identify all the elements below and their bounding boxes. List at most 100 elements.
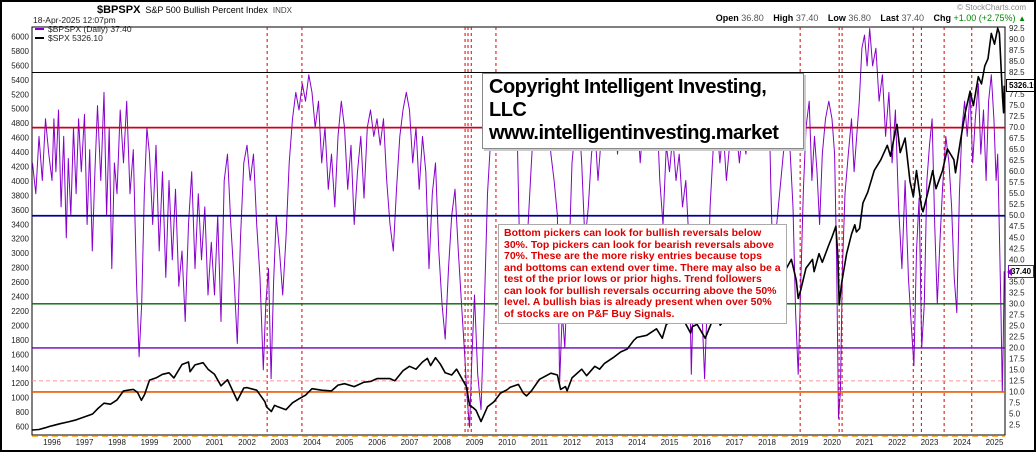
spx-line-swatch [35,36,44,39]
right-axis-tick: 22.5 [1009,332,1025,341]
x-axis-tick: 2016 [693,438,711,447]
low-value: 36.80 [848,13,871,23]
right-axis-tick: 82.5 [1009,68,1025,77]
copyright-line2: www.intelligentinvesting.market [489,122,779,144]
spx-last-value-box: 5326.10 [1006,79,1034,92]
right-axis-tick: 35.0 [1009,277,1025,286]
left-axis-tick: 1800 [11,336,29,345]
chg-value: +1.00 (+2.75%) [953,13,1016,23]
left-axis-tick: 4800 [11,119,29,128]
right-axis-tick: 10.0 [1009,387,1025,396]
left-axis-tick: 3000 [11,249,29,258]
left-axis-tick: 5600 [11,61,29,70]
legend: $BPSPX (Daily) 37.40 $SPX 5326.10 [35,23,132,43]
x-axis-tick: 2005 [336,438,354,447]
exchange-label: INDX [272,6,292,15]
left-axis-tick: 2600 [11,278,29,287]
right-axis-tick: 70.0 [1009,123,1025,132]
left-axis-tick: 2800 [11,264,29,273]
right-axis-tick: 25.0 [1009,321,1025,330]
right-axis-tick: 45.0 [1009,233,1025,242]
right-axis-tick: 75.0 [1009,101,1025,110]
left-axis-tick: 1400 [11,365,29,374]
left-axis-tick: 5000 [11,105,29,114]
right-axis-tick: 12.5 [1009,376,1025,385]
left-axis-tick: 6000 [11,33,29,42]
symbol-label: $BPSPX [97,4,141,16]
x-axis-tick: 2008 [433,438,451,447]
left-axis-tick: 1200 [11,379,29,388]
left-axis-tick: 4400 [11,148,29,157]
x-axis-tick: 2021 [856,438,874,447]
left-axis-tick: 600 [16,423,30,432]
chg-up-arrow-icon: ▲ [1018,14,1026,23]
left-axis-tick: 3800 [11,191,29,200]
left-axis-tick: 2000 [11,321,29,330]
right-axis-tick: 55.0 [1009,189,1025,198]
right-axis-tick: 60.0 [1009,167,1025,176]
right-axis-tick: 30.0 [1009,299,1025,308]
right-axis-tick: 2.5 [1009,420,1021,429]
right-axis-tick: 57.5 [1009,178,1025,187]
legend-spx-label: $SPX 5326.10 [48,32,103,43]
x-axis-tick: 1996 [43,438,61,447]
x-axis-tick: 2018 [758,438,776,447]
chart-datetime: 18-Apr-2025 12:07pm [33,15,116,25]
high-value: 37.40 [795,13,819,23]
left-axis-tick: 4000 [11,177,29,186]
right-axis-tick: 32.5 [1009,288,1025,297]
right-axis-tick: 15.0 [1009,365,1025,374]
left-axis-tick: 1600 [11,350,29,359]
left-axis-tick: 3600 [11,206,29,215]
left-axis-tick: 5800 [11,47,29,56]
right-axis-tick: 5.0 [1009,409,1021,418]
stockcharts-credit: © StockCharts.com [956,3,1026,12]
left-axis-tick: 3200 [11,235,29,244]
quote-row: Open 36.80 High 37.40 Low 36.80 Last 37.… [709,13,1026,23]
left-axis-tick: 4600 [11,134,29,143]
high-label: High [773,13,794,23]
right-axis-tick: 42.5 [1009,244,1025,253]
right-axis-tick: 65.0 [1009,145,1025,154]
right-axis-tick: 47.5 [1009,222,1025,231]
x-axis-tick: 2010 [498,438,516,447]
x-axis-tick: 2002 [238,438,256,447]
x-axis-tick: 2011 [531,438,549,447]
open-label: Open [715,13,739,23]
x-axis-tick: 2025 [986,438,1004,447]
x-axis-tick: 2022 [888,438,906,447]
legend-bpspx-label: $BPSPX (Daily) 37.40 [48,23,132,34]
left-axis-tick: 2400 [11,293,29,302]
right-axis-tick: 67.5 [1009,134,1025,143]
x-axis-tick: 2015 [661,438,679,447]
legend-item-bpspx: $BPSPX (Daily) 37.40 [35,23,132,34]
right-axis-tick: 87.5 [1009,46,1025,55]
x-axis-tick: 2019 [791,438,809,447]
x-axis-tick: 2006 [368,438,386,447]
left-axis-tick: 5200 [11,90,29,99]
x-axis-tick: 2004 [303,438,321,447]
index-name-label: S&P 500 Bullish Percent Index [145,5,268,15]
strategy-note-text: Bottom pickers can look for bullish reve… [504,227,781,320]
x-axis-tick: 2020 [823,438,841,447]
left-axis-tick: 3400 [11,220,29,229]
x-axis-tick: 2012 [563,438,581,447]
x-axis-tick: 1997 [76,438,94,447]
right-axis-tick: 40.0 [1009,255,1025,264]
x-axis-tick: 1999 [141,438,159,447]
right-axis-tick: 52.5 [1009,200,1025,209]
right-axis-tick: 50.0 [1009,211,1025,220]
last-label: Last [880,13,899,23]
right-axis-tick: 62.5 [1009,156,1025,165]
bpspx-line-swatch [35,27,44,30]
right-axis-tick: 7.5 [1009,398,1021,407]
copyright-annotation-box: Copyright Intelligent Investing, LLC www… [482,73,804,149]
right-axis-tick: 85.0 [1009,57,1025,66]
chg-label: Chg [933,13,952,23]
x-axis-tick: 2017 [726,438,744,447]
legend-item-spx: $SPX 5326.10 [35,32,132,43]
open-value: 36.80 [741,13,764,23]
x-axis-tick: 2009 [466,438,484,447]
x-axis-tick: 2003 [271,438,289,447]
